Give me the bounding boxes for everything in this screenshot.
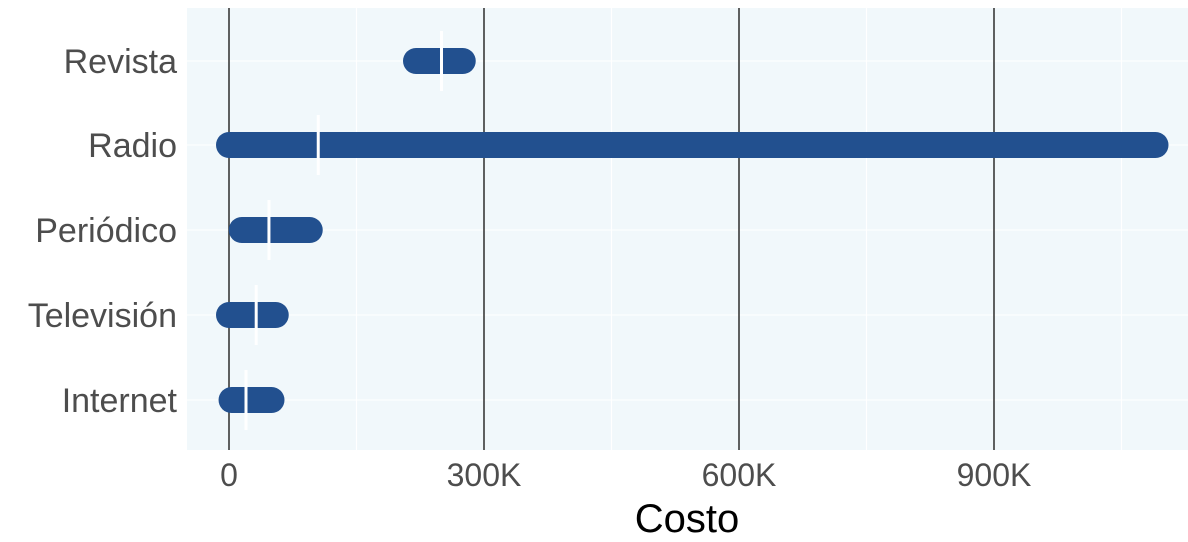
x-tick-labels: 0 300K 600K 900K bbox=[220, 457, 1031, 493]
category-label: Periódico bbox=[35, 212, 177, 250]
x-tick-label: 0 bbox=[220, 457, 238, 493]
category-label: Radio bbox=[88, 127, 177, 165]
plot-panel bbox=[187, 8, 1188, 450]
x-axis-title: Costo bbox=[635, 497, 740, 541]
x-tick-label: 300K bbox=[447, 457, 522, 493]
category-label: Televisión bbox=[28, 297, 177, 335]
markers bbox=[244, 31, 443, 430]
x-tick-label: 900K bbox=[957, 457, 1032, 493]
bars bbox=[216, 48, 1169, 413]
category-label: Internet bbox=[62, 382, 178, 420]
category-label: Revista bbox=[64, 43, 177, 81]
x-tick-label: 600K bbox=[702, 457, 777, 493]
major-grid bbox=[228, 8, 995, 450]
category-labels: Revista Radio Periódico Televisión Internet bbox=[28, 43, 178, 420]
